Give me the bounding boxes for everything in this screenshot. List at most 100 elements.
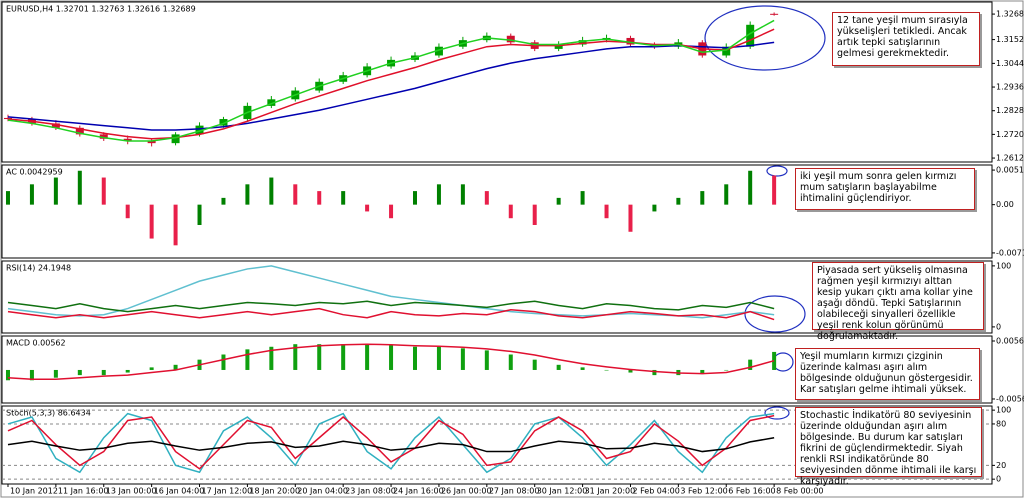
bar xyxy=(389,345,394,370)
bar xyxy=(293,184,298,205)
candle-body xyxy=(578,40,587,45)
x-tick-label: 20 Jan 04:00 xyxy=(297,487,348,496)
candle-body xyxy=(770,13,779,15)
bar xyxy=(101,177,106,205)
bar xyxy=(700,369,705,375)
bar xyxy=(412,346,417,370)
y-tick-label: 1.30440 xyxy=(996,59,1024,68)
bar xyxy=(197,204,202,225)
pane-frame xyxy=(1,260,993,334)
plot-layer: EURUSD,H4 1.32701 1.32763 1.32616 1.3268… xyxy=(2,5,1024,496)
bar xyxy=(53,177,58,205)
ellipse xyxy=(704,5,826,71)
y-tick-label: 0 xyxy=(996,475,1001,484)
bar xyxy=(221,197,226,205)
series-line xyxy=(7,300,775,313)
bar xyxy=(508,204,513,219)
bar xyxy=(125,369,130,373)
x-tick-label: 10 Jan 2012 xyxy=(10,487,58,496)
highlight-ellipses xyxy=(704,5,826,420)
series-line xyxy=(7,265,775,319)
candle-body xyxy=(3,117,12,120)
candle-body xyxy=(722,46,731,56)
pane-title: AC 0.0042959 xyxy=(6,168,63,177)
bar xyxy=(724,369,729,371)
bar xyxy=(460,184,465,205)
bar xyxy=(484,350,489,370)
bar xyxy=(748,170,753,205)
y-tick-label: 100 xyxy=(996,261,1011,270)
x-tick-label: 30 Jan 12:00 xyxy=(537,487,588,496)
bar xyxy=(173,364,178,370)
x-tick-label: 24 Jan 16:00 xyxy=(393,487,444,496)
bar xyxy=(676,197,681,205)
pane-frame xyxy=(1,164,993,259)
bar xyxy=(269,346,274,370)
y-tick-label: -0.00712 xyxy=(996,248,1024,257)
x-tick-label: 6 Feb 16:00 xyxy=(728,487,775,496)
x-tick-label: 17 Jan 12:00 xyxy=(202,487,253,496)
x-tick-label: 26 Jan 00:00 xyxy=(441,487,492,496)
y-tick-label: 1.27200 xyxy=(996,130,1024,139)
bar xyxy=(532,204,537,225)
candle-body xyxy=(51,123,60,128)
series-line xyxy=(7,437,775,453)
bar xyxy=(29,184,34,205)
x-tick-label: 23 Jan 08:00 xyxy=(345,487,396,496)
pane-title: EURUSD,H4 1.32701 1.32763 1.32616 1.3268… xyxy=(6,5,196,14)
ellipse xyxy=(764,406,790,420)
bar xyxy=(628,369,633,373)
pane-title: RSI(14) 24.1948 xyxy=(6,264,71,273)
candle-body xyxy=(267,99,276,106)
bar xyxy=(341,191,346,205)
x-tick-label: 13 Jan 00:00 xyxy=(106,487,157,496)
bar xyxy=(556,197,561,205)
bar xyxy=(508,354,513,370)
annotation: Stochastic İndikatörü 80 seviyesinin üze… xyxy=(795,407,982,487)
candle-body xyxy=(434,46,443,56)
bar xyxy=(700,191,705,205)
x-tick-label: 27 Jan 08:00 xyxy=(489,487,540,496)
candle-body xyxy=(123,138,132,141)
y-tick-label: 0 xyxy=(996,322,1001,331)
candle-body xyxy=(219,119,228,126)
pane-frame xyxy=(1,1,993,163)
bar xyxy=(293,344,298,370)
y-tick-label: 20 xyxy=(996,461,1006,470)
candle-body xyxy=(746,24,755,47)
bar xyxy=(317,191,322,205)
bar xyxy=(173,204,178,246)
ellipse xyxy=(744,295,806,333)
bar xyxy=(365,344,370,370)
candle-body xyxy=(626,37,635,45)
bar xyxy=(77,170,82,205)
series-line xyxy=(7,343,775,380)
series-line xyxy=(7,19,775,142)
bar xyxy=(628,204,633,232)
x-tick-label: 3 Feb 12:00 xyxy=(680,487,727,496)
annotation: iki yeşil mum sonra gelen kırmızı mum sa… xyxy=(795,168,975,210)
bar xyxy=(652,369,657,376)
bar xyxy=(29,369,34,381)
pane-title: MACD 0.00562 xyxy=(6,339,66,348)
y-tick-label: 0.00 xyxy=(996,200,1014,209)
bar xyxy=(580,367,585,370)
bar xyxy=(341,344,346,370)
pane-frames xyxy=(1,1,993,485)
y-tick-label: 1.29360 xyxy=(996,83,1024,92)
bar xyxy=(365,204,370,212)
bar xyxy=(221,354,226,370)
bar xyxy=(652,204,657,212)
x-tick-label: 18 Jan 20:00 xyxy=(249,487,300,496)
bar xyxy=(748,359,753,370)
bar xyxy=(389,204,394,219)
bar xyxy=(460,348,465,370)
y-tick-label: 80 xyxy=(996,419,1006,428)
bar xyxy=(245,349,250,370)
series-line xyxy=(7,41,775,131)
y-tick-label: 1.31525 xyxy=(996,35,1024,44)
annotation: Yeşil mumların kırmızı çizginin üzerinde… xyxy=(795,348,980,400)
candle-body xyxy=(195,125,204,135)
